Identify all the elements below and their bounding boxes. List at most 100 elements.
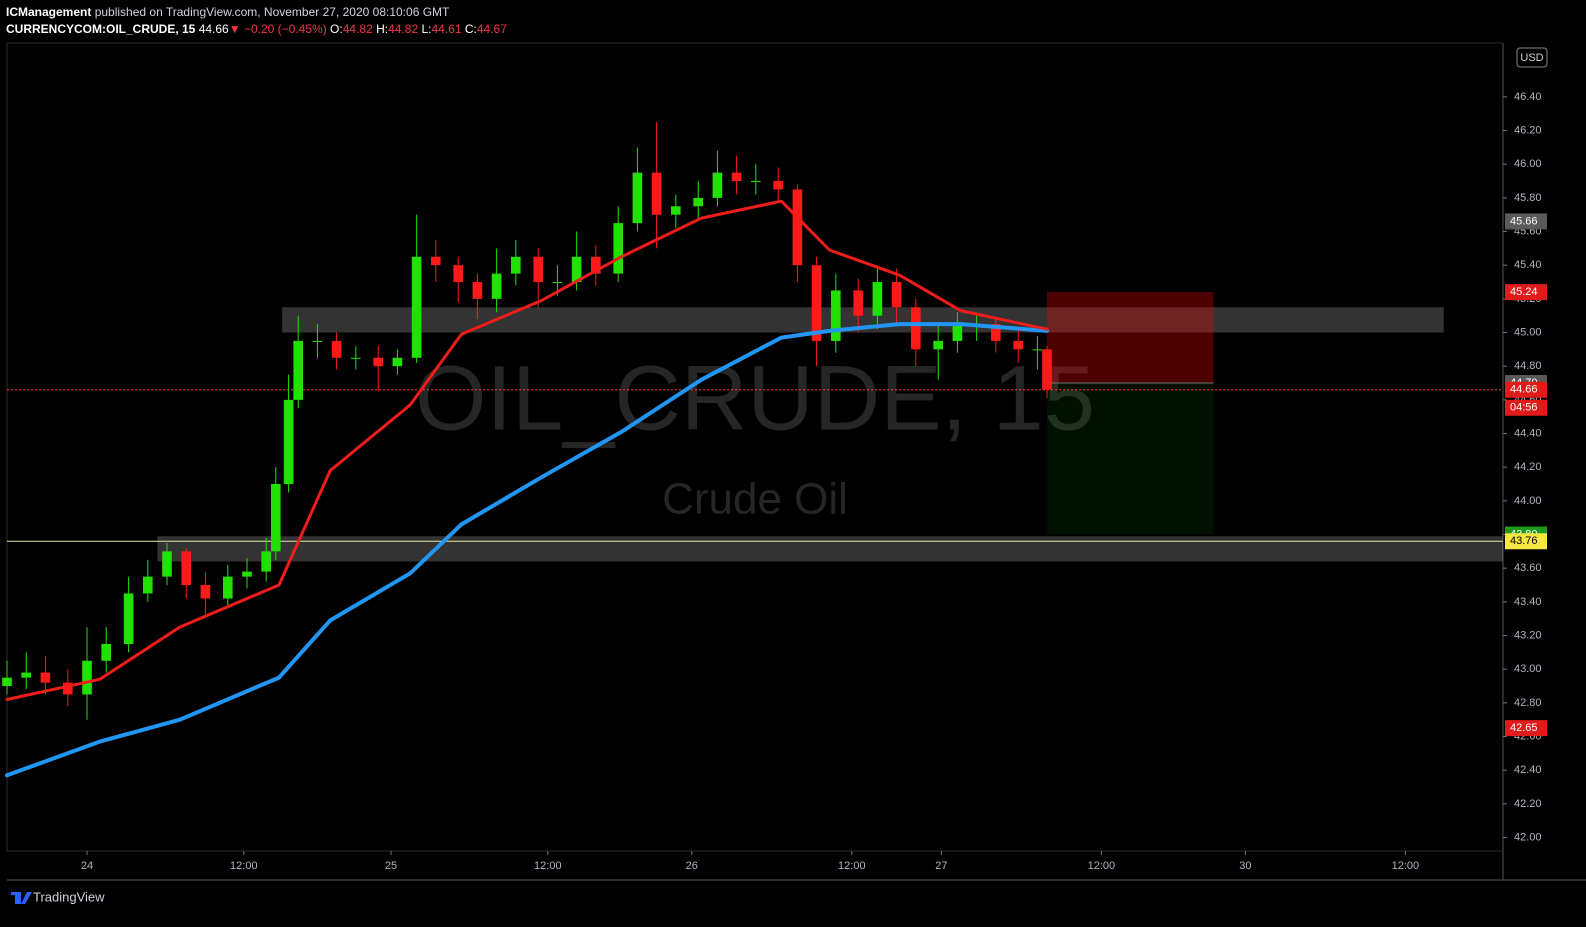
candle-body — [40, 672, 51, 683]
moving-average — [5, 322, 1049, 778]
x-tick-label: 12:00 — [230, 860, 258, 872]
y-tick-label: 44.20 — [1514, 461, 1542, 473]
y-tick-label: 42.80 — [1514, 697, 1542, 709]
candle-body — [430, 256, 441, 266]
y-tick-label: 42.20 — [1514, 798, 1542, 810]
candle-body — [392, 357, 403, 367]
published: published on TradingView.com, November 2… — [94, 5, 450, 19]
candle-body — [613, 223, 624, 274]
candle-body — [2, 677, 12, 687]
candle-body — [472, 282, 483, 299]
symbol: CURRENCYCOM:OIL_CRUDE, 15 — [6, 22, 196, 36]
price-label-box — [1505, 720, 1547, 737]
candle-body — [750, 181, 761, 183]
candle-body — [811, 265, 822, 341]
candle-body — [731, 172, 742, 182]
footer-bg — [0, 881, 1586, 927]
candle-body — [990, 324, 1001, 341]
candle-body — [571, 256, 582, 283]
y-tick-label: 43.00 — [1514, 663, 1542, 675]
x-tick-label: 24 — [81, 860, 93, 872]
candle-body — [62, 682, 73, 695]
candle-body — [712, 172, 723, 198]
change: −0.20 (−0.45%) — [243, 22, 327, 36]
y-tick-label: 43.20 — [1514, 629, 1542, 641]
target-zone — [1047, 383, 1214, 535]
candle-body — [293, 340, 304, 400]
candle-body — [792, 189, 803, 266]
countdown: 04:56 — [1510, 402, 1538, 414]
x-tick-label: 25 — [385, 860, 397, 872]
candle-body — [181, 551, 192, 586]
header: ICManagement published on TradingView.co… — [6, 4, 507, 38]
candle-body — [872, 282, 883, 316]
axes: 42.0042.2042.4042.6042.8043.0043.2043.40… — [81, 91, 1547, 872]
candle-body — [162, 551, 172, 577]
stop-zone — [1047, 292, 1214, 384]
candle-body — [123, 593, 134, 644]
candle-body — [242, 571, 252, 577]
candle-body — [891, 282, 902, 308]
price-label: 45.24 — [1510, 286, 1538, 298]
y-tick-label: 46.20 — [1514, 124, 1542, 136]
candle-body — [533, 256, 544, 283]
y-tick-label: 46.40 — [1514, 91, 1542, 103]
price-label-box — [1505, 381, 1547, 398]
candle-body — [552, 282, 563, 284]
candle-body — [693, 197, 704, 207]
y-tick-label: 44.00 — [1514, 495, 1542, 507]
last-price: 44.66 — [198, 22, 229, 36]
plot — [2, 122, 1503, 778]
open: 44.82 — [342, 22, 373, 36]
y-tick-label: 43.60 — [1514, 562, 1542, 574]
candle-body — [1032, 349, 1043, 351]
price-label: 42.65 — [1510, 722, 1538, 734]
currency: USD — [1520, 52, 1543, 64]
y-tick-label: 42.40 — [1514, 764, 1542, 776]
candle-body — [933, 340, 944, 350]
candle-body — [453, 265, 464, 283]
y-tick-label: 45.80 — [1514, 192, 1542, 204]
y-tick-label: 45.40 — [1514, 259, 1542, 271]
publish-line: ICManagement published on TradingView.co… — [6, 4, 507, 21]
candle-body — [651, 172, 662, 215]
price-label: 45.66 — [1510, 215, 1538, 227]
author[interactable]: ICManagement — [6, 5, 92, 19]
candle-body — [331, 340, 342, 358]
y-tick-label: 42.00 — [1514, 831, 1542, 843]
x-tick-label: 30 — [1239, 860, 1251, 872]
low-label: L: — [421, 22, 432, 36]
brand-logo[interactable] — [7, 892, 32, 904]
candle-body — [411, 256, 422, 358]
y-tick-label: 44.80 — [1514, 360, 1542, 372]
watermark-description: Crude Oil — [662, 475, 848, 524]
low: 44.61 — [431, 22, 462, 36]
candle-body — [1042, 349, 1052, 390]
x-tick-label: 27 — [935, 860, 947, 872]
price-label-box — [1505, 533, 1547, 550]
candle-body — [491, 273, 502, 299]
candle-body — [373, 357, 384, 367]
y-tick-label: 44.40 — [1514, 427, 1542, 439]
candle-body — [632, 172, 643, 224]
price-label-box — [1505, 284, 1547, 301]
candle-body — [350, 357, 361, 359]
quote-line: CURRENCYCOM:OIL_CRUDE, 15 44.66▼ −0.20 (… — [6, 21, 507, 38]
price-label: 43.76 — [1510, 535, 1538, 547]
x-tick-label: 12:00 — [1392, 860, 1420, 872]
moving-average — [5, 199, 1049, 701]
high-label: H: — [376, 22, 389, 36]
candle-body — [142, 576, 153, 594]
candle-body — [270, 484, 281, 552]
countdown-box — [1505, 399, 1547, 416]
price-label: 44.66 — [1510, 384, 1538, 396]
x-tick-label: 26 — [686, 860, 698, 872]
brand-name[interactable]: TradingView — [33, 889, 105, 904]
direction: ▼ — [228, 22, 241, 36]
candle-body — [910, 307, 921, 350]
zone — [157, 536, 1503, 562]
candle-body — [82, 660, 92, 695]
x-tick-label: 12:00 — [838, 860, 866, 872]
